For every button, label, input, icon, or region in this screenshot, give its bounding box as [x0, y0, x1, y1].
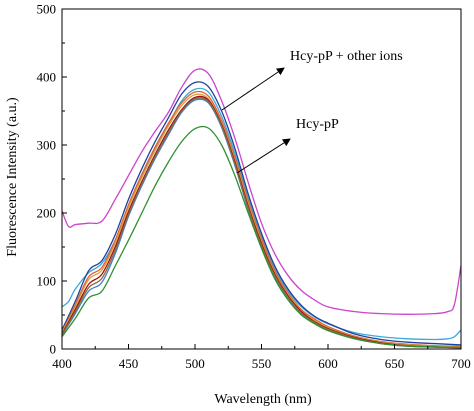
plot-area: [62, 9, 461, 349]
series-line-1: [62, 68, 461, 315]
y-tick-label-0: 0: [50, 342, 57, 357]
annotation-arrow-hcy-pp: [236, 138, 291, 174]
series-line-9: [62, 125, 461, 349]
y-tick-label-5: 500: [37, 2, 57, 17]
x-tick-label-1: 450: [119, 356, 139, 371]
annotation-hcy-pp: Hcy-pP: [296, 117, 339, 132]
y-tick-label-4: 400: [37, 70, 57, 85]
annotation-other-ions: Hcy-pP + other ions: [290, 49, 403, 64]
x-axis-title: Wavelength (nm): [214, 392, 312, 407]
y-tick-label-1: 100: [37, 274, 57, 289]
x-tick-label-5: 650: [385, 356, 405, 371]
series-line-3: [62, 81, 461, 346]
series-line-8: [62, 97, 461, 349]
series-group: [62, 68, 461, 349]
annotation-layer: Hcy-pP + other ions Hcy-pP: [221, 49, 403, 174]
y-tick-label-3: 300: [37, 138, 57, 153]
annotation-arrow-other-ions: [221, 67, 285, 111]
x-tick-label-0: 400: [52, 356, 72, 371]
x-tick-label-6: 700: [451, 356, 471, 371]
y-axis-title: Fluorescence Intensity (a.u.): [5, 97, 20, 257]
axes-layer: 400 450 500 550 600 650 700 0 100 200 300 400 500: [37, 2, 471, 372]
plot-background: [62, 9, 461, 349]
series-layer: [62, 68, 461, 349]
x-tick-label-4: 600: [318, 356, 338, 371]
y-tick-label-2: 200: [37, 206, 57, 221]
series-line-4: [62, 90, 461, 347]
x-tick-label-2: 500: [185, 356, 205, 371]
x-tick-label-3: 550: [252, 356, 272, 371]
